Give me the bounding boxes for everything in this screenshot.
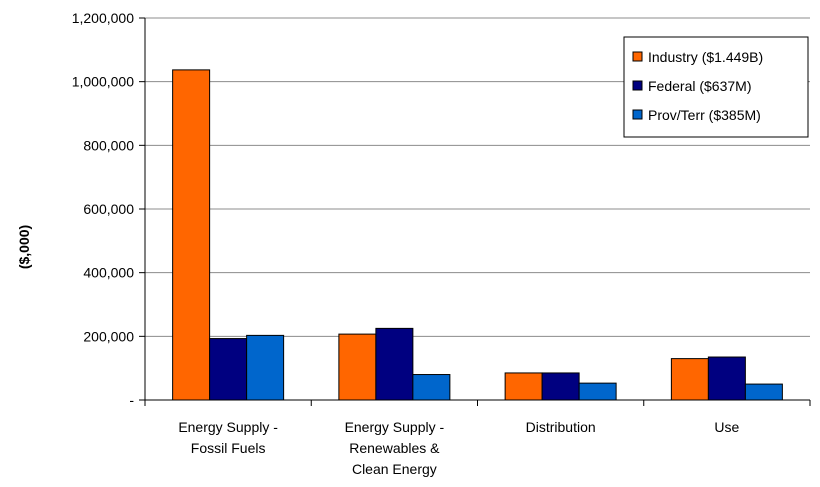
bars [172, 69, 783, 401]
bar [707, 356, 746, 401]
legend: Industry ($1.449B) Federal ($637M) Prov/Te… [623, 36, 809, 138]
legend-swatch [632, 51, 643, 62]
y-axis: - 200,000 400,000 600,000 800,000 1,000,000 1,… [72, 10, 146, 408]
legend-swatch [632, 109, 643, 120]
bar [246, 334, 285, 401]
legend-box [623, 36, 809, 138]
bar [578, 382, 617, 401]
y-axis-label: ($,000) [16, 225, 32, 269]
gridlines [145, 17, 810, 337]
y-tick-label: - [129, 392, 134, 408]
x-tick-label: Use [714, 419, 739, 435]
y-tick-label: 200,000 [83, 328, 134, 344]
legend-swatch [632, 80, 643, 91]
bar [375, 327, 414, 401]
legend-label: Industry ($1.449B) [648, 49, 763, 65]
x-axis: Energy Supply -Fossil Fuels Energy Supply… [144, 399, 811, 477]
y-tick-label: 800,000 [83, 137, 134, 153]
y-tick-label: 600,000 [83, 201, 134, 217]
legend-label: Prov/Terr ($385M) [648, 107, 761, 123]
bar [744, 383, 783, 401]
x-tick-label: Distribution [526, 419, 596, 435]
bar [670, 358, 709, 401]
y-tick-label: 1,000,000 [72, 74, 134, 90]
legend-label: Federal ($637M) [648, 78, 752, 94]
bar [504, 372, 543, 401]
x-tick-label: Energy Supply -Fossil Fuels [178, 419, 278, 456]
bar [412, 374, 451, 401]
x-tick-label: Energy Supply -Renewables & Clean Energy [345, 419, 445, 477]
y-tick-label: 1,200,000 [72, 10, 134, 26]
bar [172, 69, 211, 401]
bar [209, 338, 248, 401]
bar [338, 333, 377, 401]
bar [541, 372, 580, 401]
y-tick-label: 400,000 [83, 265, 134, 281]
